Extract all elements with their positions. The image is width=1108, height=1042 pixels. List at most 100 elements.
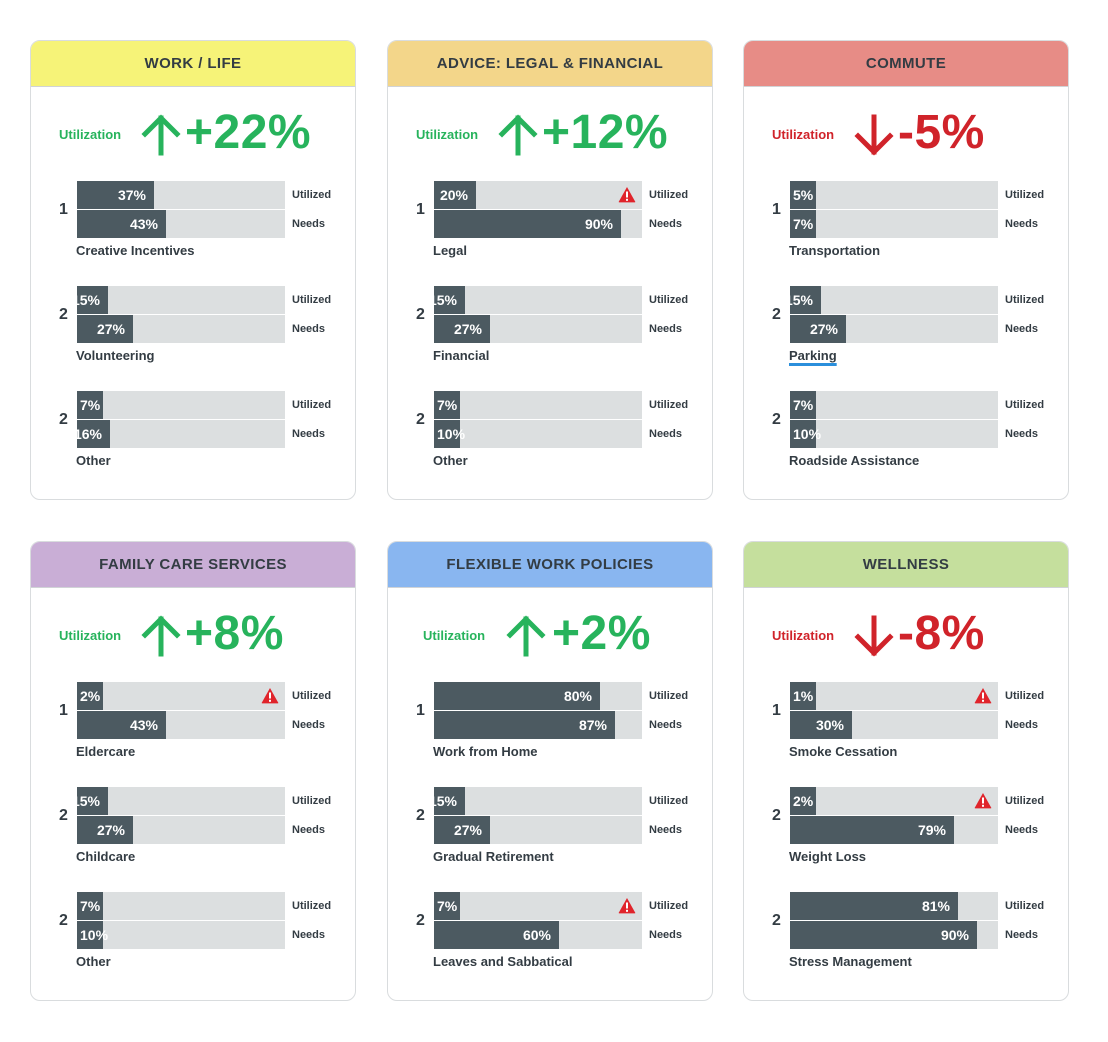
utilized-bar: 7% xyxy=(790,391,998,419)
needs-row-label: Needs xyxy=(292,428,326,440)
item-name: Transportation xyxy=(789,243,881,258)
needs-bar-value: 27% xyxy=(809,321,838,337)
benefit-card: WORK / LIFE Utilization +22% 1 37% Utilized 43… xyxy=(30,40,356,500)
warning-icon xyxy=(261,688,279,704)
utilized-bar-value: 15% xyxy=(71,292,100,308)
needs-row-label: Needs xyxy=(649,824,683,836)
utilized-bar-value: 5% xyxy=(793,187,814,203)
utilized-bar-fill: 15% xyxy=(785,286,821,314)
needs-bar-fill: 7% xyxy=(790,210,816,238)
needs-bar: 10% xyxy=(790,420,998,448)
item-name: Childcare xyxy=(76,849,136,864)
item-name: Other xyxy=(433,453,468,468)
item-rank: 2 xyxy=(59,807,68,824)
benefit-card: ADVICE: LEGAL & FINANCIAL Utilization +12%… xyxy=(387,40,713,500)
benefit-item: 1 20% Utilized 90% Needs Legal xyxy=(388,181,712,273)
utilized-bar: 2% xyxy=(77,682,285,710)
item-rank: 1 xyxy=(59,201,68,218)
needs-row-label: Needs xyxy=(292,218,326,230)
needs-bar: 7% xyxy=(790,210,998,238)
needs-row-label: Needs xyxy=(292,323,326,335)
item-rank: 1 xyxy=(416,201,425,218)
utilized-bar-value: 7% xyxy=(437,397,458,413)
utilization-change: +2% xyxy=(552,607,651,660)
utilized-bar: 15% xyxy=(429,286,642,314)
utilized-bar-fill: 2% xyxy=(790,787,816,815)
benefit-item: 2 2% Utilized 79% Needs Weight Loss xyxy=(744,787,1068,879)
utilized-bar-fill: 7% xyxy=(434,391,460,419)
utilized-bar-fill: 5% xyxy=(790,181,816,209)
utilized-row-label: Utilized xyxy=(292,795,332,807)
utilized-bar-value: 1% xyxy=(793,688,814,704)
needs-row-label: Needs xyxy=(1005,719,1039,731)
utilized-bar-value: 7% xyxy=(80,397,101,413)
utilized-bar-fill: 80% xyxy=(434,682,600,710)
needs-bar-fill: 16% xyxy=(74,420,110,448)
utilization-change: +8% xyxy=(185,607,284,660)
utilization-summary: Utilization +12% xyxy=(388,103,712,163)
item-name: Creative Incentives xyxy=(76,243,195,258)
item-rank: 2 xyxy=(416,411,425,428)
item-rank: 2 xyxy=(59,411,68,428)
needs-bar: 27% xyxy=(434,816,642,844)
utilized-row-label: Utilized xyxy=(292,189,332,201)
utilization-summary: Utilization +22% xyxy=(31,103,355,163)
utilized-row-label: Utilized xyxy=(292,690,332,702)
needs-bar-value: 27% xyxy=(453,822,482,838)
item-rank: 2 xyxy=(772,807,781,824)
utilization-summary: Utilization +8% xyxy=(31,604,355,664)
utilized-bar-value: 15% xyxy=(428,292,457,308)
item-name: Weight Loss xyxy=(789,849,867,864)
utilized-row-label: Utilized xyxy=(1005,294,1045,306)
needs-bar-value: 7% xyxy=(793,216,814,232)
utilized-bar-fill: 7% xyxy=(790,391,816,419)
needs-bar: 10% xyxy=(434,420,642,448)
needs-bar-fill: 27% xyxy=(77,816,133,844)
needs-row-label: Needs xyxy=(292,824,326,836)
utilization-change: -8% xyxy=(898,607,985,660)
needs-bar-value: 27% xyxy=(96,321,125,337)
needs-bar-fill: 27% xyxy=(434,816,490,844)
needs-bar-fill: 10% xyxy=(790,420,821,448)
utilized-bar-value: 15% xyxy=(71,793,100,809)
utilized-bar: 37% xyxy=(77,181,285,209)
benefit-item: 2 81% Utilized 90% Needs Stress Management xyxy=(744,892,1068,984)
needs-bar-value: 10% xyxy=(793,426,822,442)
utilized-bar-fill: 81% xyxy=(790,892,958,920)
utilization-change: -5% xyxy=(898,106,985,159)
needs-bar: 27% xyxy=(77,315,285,343)
needs-bar-value: 10% xyxy=(437,426,466,442)
utilized-row-label: Utilized xyxy=(292,900,332,912)
utilized-bar: 15% xyxy=(429,787,642,815)
utilization-change: +22% xyxy=(185,106,312,159)
needs-bar: 30% xyxy=(790,711,998,739)
needs-row-label: Needs xyxy=(1005,824,1039,836)
needs-bar: 27% xyxy=(77,816,285,844)
needs-bar-fill: 27% xyxy=(77,315,133,343)
benefit-item: 1 80% Utilized 87% Needs Work from Home xyxy=(388,682,712,774)
needs-row-label: Needs xyxy=(1005,428,1039,440)
benefit-item: 2 15% Utilized 27% Needs Childcare xyxy=(31,787,355,879)
benefit-card: WELLNESS Utilization -8% 1 1% Utilized 30% Need… xyxy=(743,541,1069,1001)
utilized-bar-value: 15% xyxy=(784,292,813,308)
benefit-item: 1 2% Utilized 43% Needs Eldercare xyxy=(31,682,355,774)
needs-bar: 90% xyxy=(790,921,998,949)
needs-bar: 10% xyxy=(77,921,285,949)
needs-bar-fill: 43% xyxy=(77,711,166,739)
card-title: ADVICE: LEGAL & FINANCIAL xyxy=(388,41,712,87)
warning-icon xyxy=(618,187,636,203)
item-rank: 2 xyxy=(416,306,425,323)
needs-row-label: Needs xyxy=(1005,323,1039,335)
utilized-bar: 5% xyxy=(790,181,998,209)
benefit-item: 2 7% Utilized 10% Needs Other xyxy=(388,391,712,483)
benefit-item: 2 7% Utilized 16% Needs Other xyxy=(31,391,355,483)
utilized-bar: 7% xyxy=(77,391,285,419)
utilized-bar: 81% xyxy=(790,892,998,920)
needs-bar-fill: 27% xyxy=(434,315,490,343)
needs-bar: 27% xyxy=(790,315,998,343)
utilization-label: Utilization xyxy=(416,127,479,142)
utilized-bar-fill: 20% xyxy=(434,181,476,209)
needs-row-label: Needs xyxy=(649,218,683,230)
benefit-card: COMMUTE Utilization -5% 1 5% Utilized 7% Needs T… xyxy=(743,40,1069,500)
arrow-down-icon xyxy=(854,114,894,156)
